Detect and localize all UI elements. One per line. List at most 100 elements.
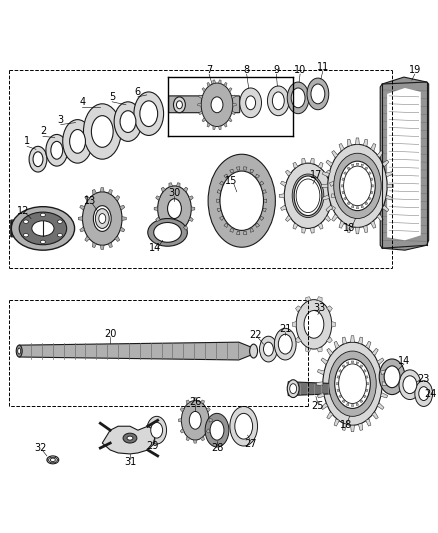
- Polygon shape: [337, 376, 339, 378]
- Polygon shape: [356, 403, 359, 406]
- Polygon shape: [296, 306, 301, 312]
- Polygon shape: [194, 398, 197, 400]
- Text: 17: 17: [310, 170, 322, 180]
- Polygon shape: [342, 178, 345, 181]
- Text: 12: 12: [17, 206, 29, 216]
- Polygon shape: [217, 208, 221, 212]
- Polygon shape: [318, 163, 323, 168]
- Polygon shape: [237, 231, 240, 235]
- Polygon shape: [377, 358, 384, 365]
- Ellipse shape: [339, 364, 366, 403]
- Text: 27: 27: [244, 439, 257, 449]
- Polygon shape: [155, 217, 160, 222]
- Ellipse shape: [328, 144, 387, 228]
- Polygon shape: [321, 403, 328, 409]
- Ellipse shape: [181, 400, 209, 440]
- Polygon shape: [191, 207, 195, 211]
- Polygon shape: [334, 419, 339, 426]
- Polygon shape: [250, 169, 254, 173]
- Polygon shape: [356, 163, 359, 165]
- Polygon shape: [321, 184, 328, 188]
- Polygon shape: [80, 227, 85, 232]
- Polygon shape: [387, 184, 393, 188]
- Polygon shape: [365, 167, 368, 169]
- Ellipse shape: [264, 342, 273, 356]
- Polygon shape: [332, 214, 338, 221]
- Polygon shape: [296, 337, 301, 343]
- Polygon shape: [288, 382, 346, 395]
- Ellipse shape: [287, 379, 299, 398]
- Ellipse shape: [335, 359, 370, 408]
- Polygon shape: [85, 196, 90, 201]
- Polygon shape: [100, 188, 104, 192]
- Polygon shape: [302, 158, 306, 164]
- Ellipse shape: [240, 88, 261, 118]
- Polygon shape: [102, 426, 155, 454]
- Ellipse shape: [230, 407, 258, 446]
- Polygon shape: [365, 202, 368, 205]
- Polygon shape: [343, 424, 346, 430]
- Ellipse shape: [47, 456, 59, 464]
- Text: 11: 11: [317, 62, 329, 72]
- Polygon shape: [155, 196, 160, 200]
- Ellipse shape: [19, 212, 67, 245]
- Ellipse shape: [304, 311, 324, 338]
- Text: 14: 14: [148, 243, 161, 253]
- Polygon shape: [385, 172, 392, 177]
- Ellipse shape: [50, 458, 55, 462]
- Polygon shape: [364, 395, 366, 398]
- Polygon shape: [92, 190, 96, 195]
- Polygon shape: [219, 181, 224, 185]
- Polygon shape: [356, 138, 359, 144]
- Ellipse shape: [63, 119, 92, 163]
- Polygon shape: [366, 341, 371, 349]
- Polygon shape: [329, 181, 336, 187]
- Polygon shape: [332, 194, 337, 198]
- Polygon shape: [306, 348, 311, 352]
- Polygon shape: [332, 150, 338, 158]
- Polygon shape: [213, 80, 215, 84]
- Polygon shape: [322, 172, 329, 177]
- Ellipse shape: [415, 381, 433, 407]
- Polygon shape: [356, 207, 359, 208]
- Polygon shape: [310, 158, 314, 164]
- Polygon shape: [108, 190, 112, 195]
- Ellipse shape: [307, 78, 329, 110]
- Ellipse shape: [33, 152, 43, 167]
- Polygon shape: [264, 199, 267, 203]
- Polygon shape: [161, 225, 166, 230]
- Ellipse shape: [272, 92, 284, 110]
- Polygon shape: [219, 80, 221, 84]
- Polygon shape: [318, 223, 323, 229]
- Polygon shape: [342, 191, 345, 194]
- Text: 8: 8: [244, 65, 250, 75]
- Ellipse shape: [92, 116, 113, 147]
- Polygon shape: [351, 405, 354, 407]
- Polygon shape: [361, 205, 364, 208]
- Ellipse shape: [290, 384, 297, 393]
- Text: 3: 3: [58, 115, 64, 125]
- Polygon shape: [351, 361, 354, 363]
- Polygon shape: [228, 87, 232, 92]
- Polygon shape: [293, 163, 298, 168]
- Polygon shape: [306, 297, 311, 302]
- Ellipse shape: [260, 336, 277, 362]
- Polygon shape: [115, 196, 120, 201]
- Ellipse shape: [57, 220, 62, 223]
- Ellipse shape: [384, 366, 400, 387]
- Ellipse shape: [120, 111, 136, 133]
- Ellipse shape: [24, 233, 28, 237]
- Polygon shape: [230, 169, 233, 173]
- Polygon shape: [385, 195, 392, 200]
- Ellipse shape: [329, 351, 376, 416]
- Polygon shape: [262, 190, 266, 193]
- Polygon shape: [169, 183, 173, 187]
- Polygon shape: [371, 221, 376, 228]
- Polygon shape: [122, 217, 126, 220]
- Polygon shape: [231, 111, 235, 115]
- Ellipse shape: [296, 300, 332, 349]
- Ellipse shape: [16, 345, 22, 357]
- Ellipse shape: [11, 207, 74, 250]
- Polygon shape: [85, 236, 90, 241]
- Polygon shape: [347, 202, 350, 205]
